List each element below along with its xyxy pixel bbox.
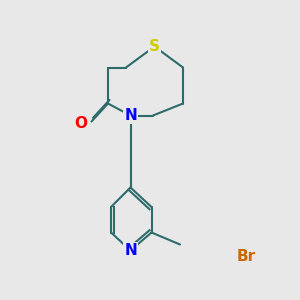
Text: S: S (149, 39, 160, 54)
Text: Br: Br (236, 249, 256, 264)
Text: N: N (124, 108, 137, 123)
Text: N: N (124, 243, 137, 258)
Text: O: O (74, 116, 88, 130)
